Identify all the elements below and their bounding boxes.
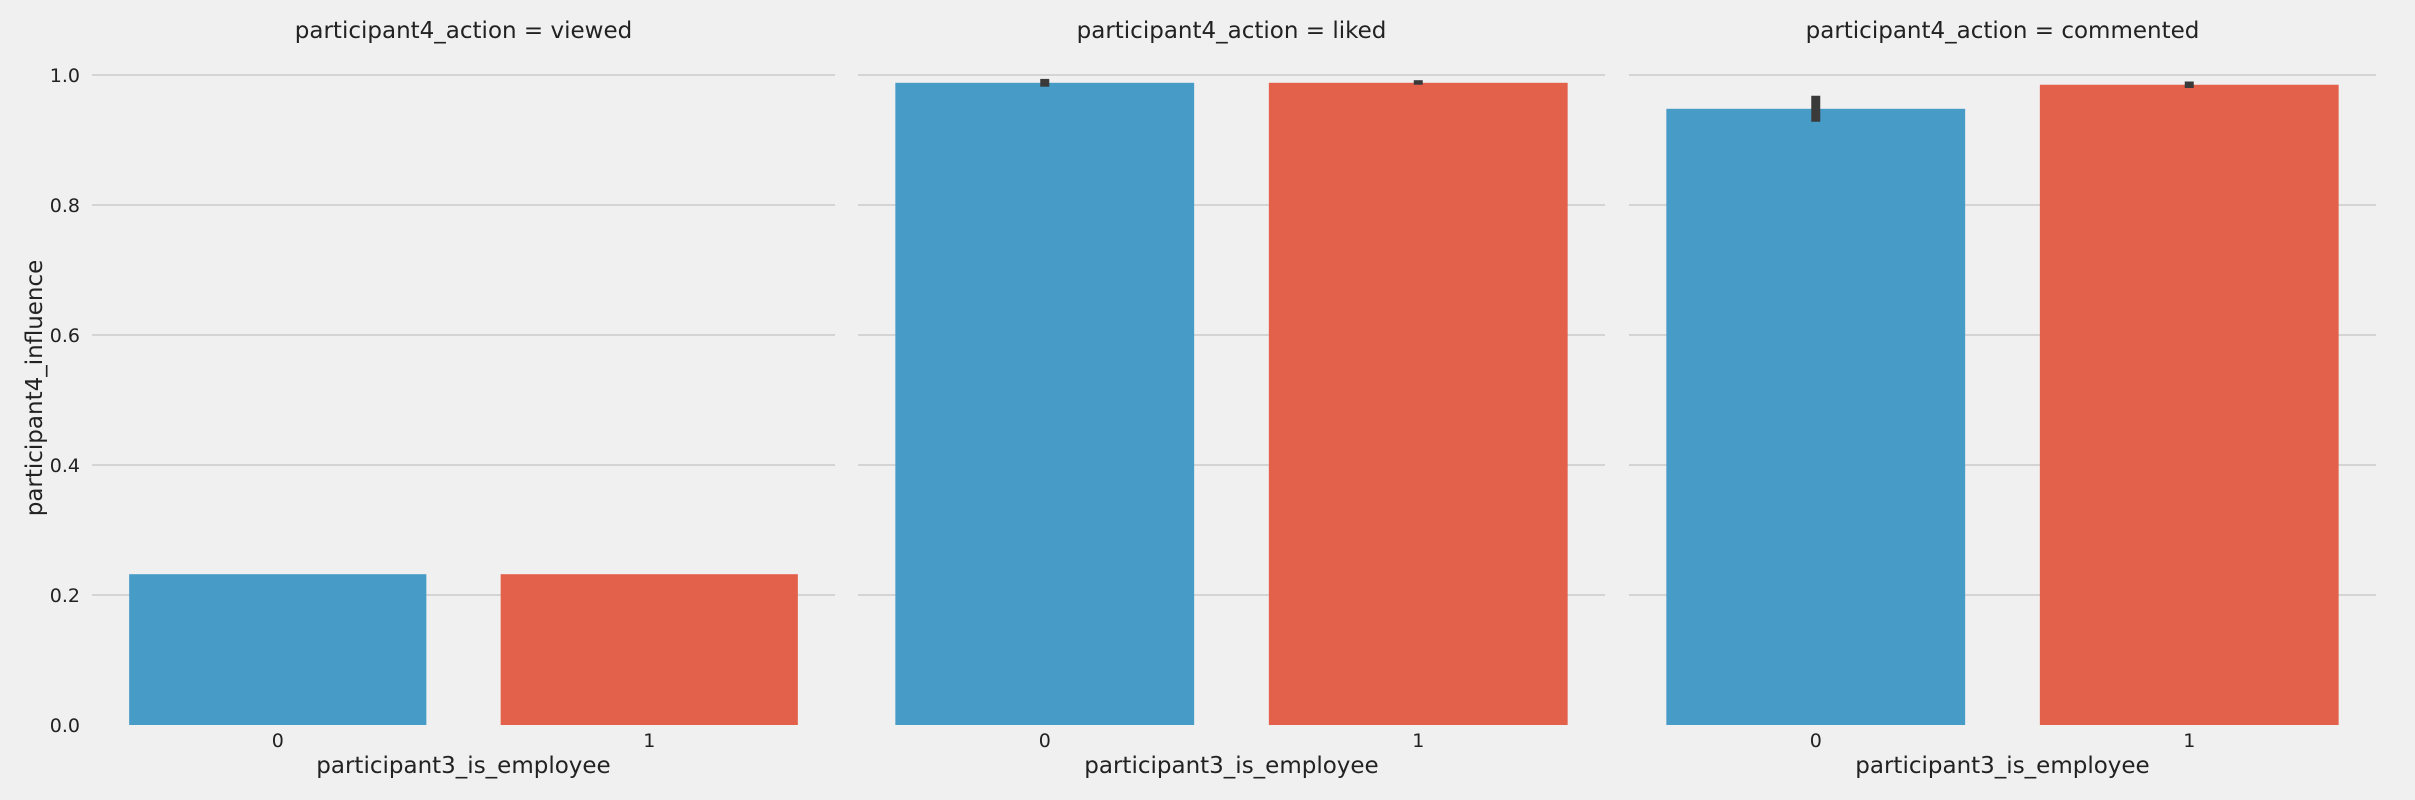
- x-tick-label: 1: [643, 730, 655, 752]
- y-tick-labels: 0.0 0.2 0.4 0.6 0.8 1.0: [50, 65, 80, 737]
- facet-panel: participant4_action = commented 0 1 partici…: [1629, 18, 2376, 779]
- x-axis-label: participant3_is_employee: [316, 753, 610, 779]
- x-axis-label: participant3_is_employee: [1855, 753, 2149, 779]
- facet-title: participant4_action = commented: [1806, 18, 2200, 44]
- y-tick-label: 0.2: [50, 585, 80, 607]
- x-tick-label: 1: [2183, 730, 2195, 752]
- facet-title: participant4_action = viewed: [295, 18, 632, 44]
- facet-title: participant4_action = liked: [1077, 18, 1387, 44]
- x-tick-label: 0: [1810, 730, 1822, 752]
- y-tick-label: 0.4: [50, 455, 80, 477]
- y-tick-label: 0.0: [50, 715, 80, 737]
- y-axis-label-group: participant4_influence: [22, 260, 48, 517]
- x-tick-label: 0: [272, 730, 284, 752]
- y-axis-label: participant4_influence: [22, 260, 48, 517]
- bar: [129, 574, 427, 725]
- y-tick-label: 0.6: [50, 325, 80, 347]
- bar: [2039, 84, 2339, 725]
- bar: [1666, 108, 1966, 726]
- bar: [500, 574, 798, 725]
- x-tick-label: 0: [1039, 730, 1051, 752]
- facet-panel: participant4_action = viewed 0 1 participan…: [92, 18, 835, 779]
- bar: [1268, 82, 1568, 726]
- y-tick-label: 1.0: [50, 65, 80, 87]
- facet-panel: participant4_action = liked 0 1 participant…: [858, 18, 1605, 779]
- x-axis-label: participant3_is_employee: [1084, 753, 1378, 779]
- bar: [895, 82, 1195, 726]
- x-tick-label: 1: [1412, 730, 1424, 752]
- y-tick-label: 0.8: [50, 195, 80, 217]
